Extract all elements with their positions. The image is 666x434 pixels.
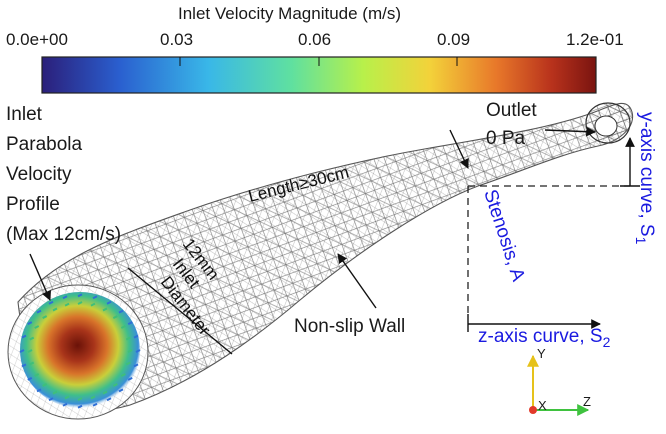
velocity-vector xyxy=(21,334,27,339)
z-axis-label: z-axis curve, S2 xyxy=(478,326,611,350)
velocity-vector xyxy=(77,404,83,409)
velocity-vector xyxy=(27,376,33,381)
velocity-vector xyxy=(77,397,83,401)
velocity-vector xyxy=(106,300,112,305)
velocity-vector xyxy=(34,373,40,377)
colorbar-tick-label: 0.03 xyxy=(160,30,194,49)
inlet-label-line2: Parabola xyxy=(6,134,83,155)
velocity-vector xyxy=(42,315,48,319)
velocity-vector xyxy=(112,315,118,319)
inlet-label-line3: Velocity xyxy=(6,164,72,185)
velocity-vector xyxy=(90,302,96,307)
velocity-vector xyxy=(62,295,68,300)
velocity-vector xyxy=(127,321,133,326)
triad-x-axis xyxy=(529,406,537,414)
velocity-vector xyxy=(92,295,98,300)
velocity-vector xyxy=(133,334,139,339)
y-axis-label: y-axis curve, S1 xyxy=(633,112,657,245)
velocity-vector xyxy=(77,301,83,305)
inlet-label-line4: Profile xyxy=(6,194,60,215)
colorbar-title: Inlet Velocity Magnitude (m/s) xyxy=(178,4,401,23)
velocity-vector xyxy=(48,300,54,305)
velocity-vector xyxy=(125,336,131,341)
colorbar-tick-label: 0.06 xyxy=(298,30,332,49)
velocity-vector xyxy=(118,309,124,314)
outlet-label-line2: 0 Pa xyxy=(486,128,526,149)
velocity-vector xyxy=(133,363,139,368)
velocity-vector xyxy=(64,302,70,307)
velocity-vector xyxy=(52,307,58,312)
velocity-vector xyxy=(112,383,118,387)
velocity-vector xyxy=(29,361,35,366)
inlet-arrow xyxy=(29,253,51,301)
triad-y-label: Y xyxy=(537,346,546,361)
wall-arrow xyxy=(337,253,377,309)
velocity-vector xyxy=(120,373,126,377)
velocity-vector xyxy=(77,293,83,298)
colorbar-tick-label: 0.0e+00 xyxy=(6,30,68,49)
wall-label: Non-slip Wall xyxy=(294,316,406,337)
inlet-label-line1: Inlet xyxy=(6,104,42,125)
velocity-vector xyxy=(135,349,141,353)
inlet-label-line5: (Max 12cm/s) xyxy=(6,224,122,245)
velocity-vector xyxy=(62,402,68,407)
stenosis-arrow xyxy=(449,129,469,169)
velocity-vector xyxy=(21,363,27,368)
velocity-vector xyxy=(118,388,124,393)
stenosis-label: Stenosis, A xyxy=(479,187,528,284)
colorbar-tick-label: 1.2e-01 xyxy=(566,30,624,49)
velocity-vector xyxy=(29,336,35,341)
velocity-vector xyxy=(42,383,48,387)
velocity-vector xyxy=(34,325,40,329)
velocity-vector xyxy=(120,325,126,329)
diameter-line xyxy=(127,267,233,355)
velocity-vector xyxy=(64,395,70,400)
velocity-vector xyxy=(27,349,33,353)
velocity-vector xyxy=(102,307,108,312)
velocity-vector xyxy=(125,361,131,366)
velocity-vector xyxy=(27,321,33,326)
vessel-mesh-overlay xyxy=(18,103,633,411)
velocity-vector xyxy=(36,309,42,314)
velocity-vector xyxy=(52,390,58,395)
velocity-vector xyxy=(106,397,112,402)
velocity-vector xyxy=(127,376,133,381)
inlet-velocity-profile xyxy=(20,292,140,408)
outlet-opening xyxy=(594,115,618,137)
velocity-vector xyxy=(90,395,96,400)
outlet-arrow xyxy=(544,126,596,137)
triad-z-label: Z xyxy=(583,394,591,409)
velocity-vector xyxy=(127,349,133,353)
outlet-label-line1: Outlet xyxy=(486,100,537,121)
velocity-vector xyxy=(36,388,42,393)
velocity-vector xyxy=(102,390,108,395)
velocity-vector xyxy=(19,349,25,353)
triad-x-label: X xyxy=(538,398,547,413)
velocity-vector xyxy=(48,397,54,402)
velocity-vector xyxy=(92,402,98,407)
colorbar-tick-label: 0.09 xyxy=(437,30,471,49)
